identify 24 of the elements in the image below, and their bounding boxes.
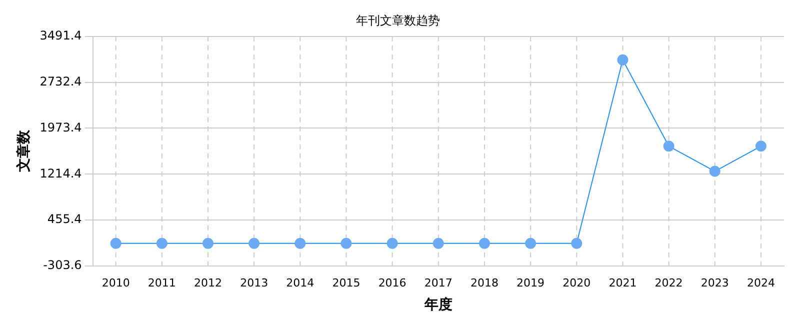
- x-tick-label: 2016: [378, 276, 406, 290]
- x-axis-title: 年度: [423, 296, 452, 314]
- x-tick-label: 2011: [148, 276, 176, 290]
- y-tick-label: 3491.4: [40, 28, 82, 43]
- x-tick-label: 2019: [516, 276, 545, 290]
- x-tick-label: 2023: [700, 276, 729, 290]
- y-tick-label: 1214.4: [40, 166, 82, 180]
- x-tick-label: 2020: [562, 276, 591, 290]
- x-tick-label: 2013: [240, 276, 268, 290]
- x-tick-label: 2010: [102, 276, 130, 290]
- y-tick-label: 2732.4: [40, 74, 82, 88]
- x-tick-label: 2015: [332, 276, 360, 290]
- x-tick-label: 2018: [470, 276, 498, 290]
- x-tick-label: 2014: [286, 276, 314, 290]
- chart-title: 年刊文章数趋势: [356, 13, 440, 28]
- x-tick-label: 2022: [654, 276, 683, 290]
- y-tick-label: -303.6: [43, 258, 82, 272]
- y-axis-title: 文章数: [15, 129, 32, 174]
- x-tick-label: 2017: [424, 276, 452, 290]
- y-tick-label: 455.4: [47, 212, 82, 226]
- x-tick-label: 2021: [608, 276, 637, 290]
- x-tick-label: 2024: [746, 276, 775, 290]
- x-tick-label: 2012: [194, 276, 222, 290]
- y-tick-label: 1973.4: [40, 120, 82, 134]
